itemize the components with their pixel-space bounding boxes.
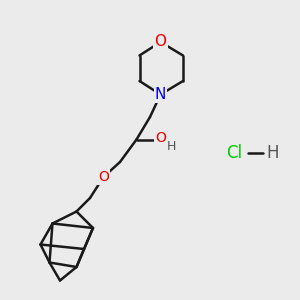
Text: O: O <box>154 34 166 50</box>
Text: O: O <box>98 170 109 184</box>
Text: H: H <box>167 140 176 154</box>
Text: N: N <box>155 87 166 102</box>
Text: H: H <box>267 144 279 162</box>
Text: Cl: Cl <box>226 144 242 162</box>
Text: O: O <box>155 131 166 145</box>
